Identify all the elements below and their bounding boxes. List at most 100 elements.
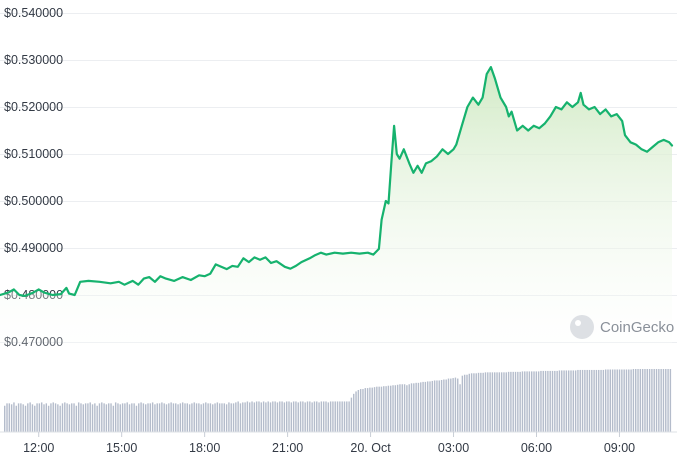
volume-bar — [604, 369, 607, 432]
volume-bar — [235, 402, 237, 432]
volume-bar — [156, 403, 158, 432]
volume-bar — [202, 403, 205, 432]
volume-bar — [188, 404, 191, 432]
volume-bar — [667, 369, 669, 432]
volume-bar — [13, 402, 15, 432]
volume-bar — [401, 384, 403, 432]
volume-bar — [350, 397, 353, 432]
volume-bar — [457, 378, 459, 432]
volume-bars — [4, 369, 672, 432]
volume-bar — [648, 369, 651, 432]
x-tick-label: 18:00 — [189, 441, 220, 455]
volume-bar — [461, 375, 464, 432]
volume-bar — [239, 403, 242, 432]
volume-bar — [318, 402, 320, 432]
volume-bar — [336, 401, 339, 432]
volume-bar — [378, 386, 380, 432]
volume-bar — [75, 405, 78, 432]
volume-bar — [84, 403, 87, 432]
volume-bar — [644, 369, 646, 432]
volume-bar — [540, 370, 542, 432]
volume-bar — [251, 401, 253, 432]
x-axis-ticks: 12:00 15:00 18:00 21:00 20. Oct 03:00 06:00 09:… — [23, 432, 635, 455]
volume-bar — [463, 374, 466, 432]
volume-bar — [353, 393, 355, 432]
volume-bar — [52, 402, 54, 432]
volume-bar — [346, 401, 348, 432]
volume-bar — [549, 370, 551, 432]
volume-bar — [394, 385, 397, 432]
volume-bar — [533, 371, 535, 432]
volume-bar — [151, 402, 154, 432]
volume-bar — [519, 371, 521, 432]
y-tick-label: $0.500000 — [4, 194, 63, 208]
volume-bar — [544, 370, 547, 432]
volume-bar — [413, 383, 415, 432]
volume-bar — [628, 369, 630, 432]
volume-bar — [43, 404, 45, 432]
volume-bar — [253, 402, 256, 432]
volume-bar — [505, 372, 507, 432]
volume-bar — [366, 388, 369, 432]
volume-bar — [91, 404, 94, 432]
volume-bar — [586, 369, 588, 432]
volume-bar — [399, 384, 401, 432]
volume-bar — [140, 402, 142, 432]
volume-bar — [82, 404, 84, 432]
price-series-line[interactable] — [0, 66, 674, 297]
y-tick-label: $0.540000 — [4, 6, 63, 20]
volume-bar — [641, 369, 644, 432]
volume-bar — [503, 372, 505, 432]
volume-bar — [475, 373, 477, 432]
volume-bar — [158, 403, 161, 432]
volume-bar — [438, 380, 440, 432]
volume-bar — [177, 404, 179, 432]
volume-bar — [380, 386, 383, 432]
volume-bar — [121, 403, 124, 432]
volume-bar — [96, 405, 98, 432]
volume-bar — [616, 369, 618, 432]
volume-bar — [595, 369, 598, 432]
volume-bar — [514, 371, 517, 432]
volume-bar — [385, 386, 387, 432]
volume-bar — [168, 403, 170, 432]
x-tick-label: 03:00 — [438, 441, 469, 455]
volume-bar — [646, 369, 648, 432]
volume-bar — [119, 404, 121, 432]
volume-bar — [443, 379, 445, 432]
volume-bar — [114, 402, 117, 432]
volume-bar — [343, 401, 346, 432]
volume-bar — [498, 372, 501, 432]
volume-bar — [662, 369, 665, 432]
volume-bar — [10, 404, 13, 432]
volume-bar — [325, 401, 327, 432]
volume-bar — [124, 403, 126, 432]
volume-bar — [22, 404, 24, 432]
volume-bar — [110, 403, 112, 432]
volume-bar — [36, 403, 38, 432]
volume-bar — [579, 369, 581, 432]
volume-bar — [660, 369, 662, 432]
volume-bar — [410, 383, 413, 432]
volume-bar — [433, 380, 436, 432]
volume-bar — [531, 371, 533, 432]
volume-bar — [242, 402, 244, 432]
volume-bar — [232, 403, 235, 432]
volume-bar — [466, 374, 468, 432]
volume-bar — [494, 372, 496, 432]
volume-bar — [47, 405, 50, 432]
volume-bar — [535, 371, 538, 432]
volume-bar — [117, 403, 119, 432]
volume-bar — [288, 401, 290, 432]
volume-bar — [408, 384, 410, 432]
volume-bar — [165, 404, 168, 432]
volume-bar — [470, 373, 473, 432]
volume-bar — [154, 404, 156, 432]
volume-bar — [147, 403, 149, 432]
volume-bar — [57, 404, 59, 432]
volume-bar — [285, 401, 288, 432]
volume-bar — [651, 369, 653, 432]
volume-bar — [602, 369, 605, 432]
volume-bar — [54, 403, 57, 432]
